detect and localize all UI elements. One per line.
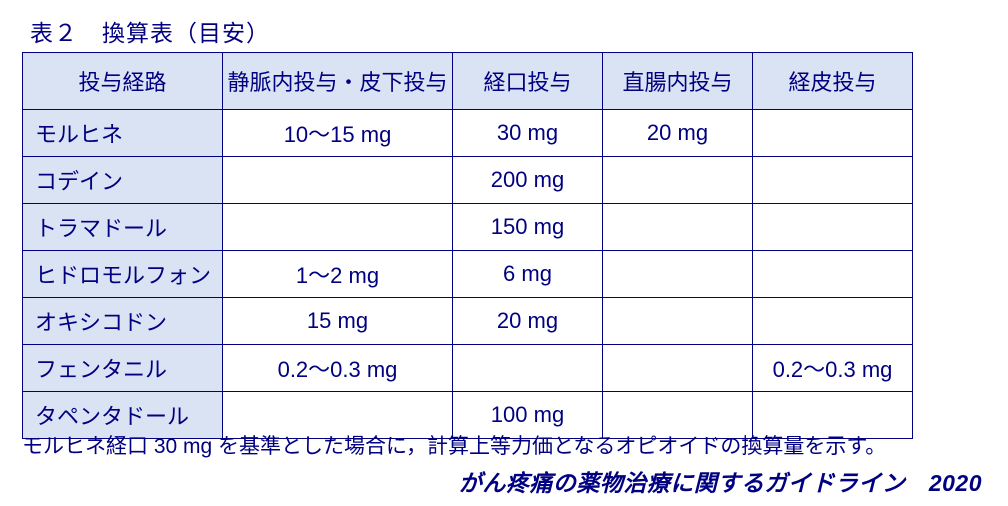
- table-footnote: モルヒネ経口 30 mg を基準とした場合に，計算上等力価となるオピオイドの換算…: [22, 430, 886, 460]
- cell: [603, 345, 753, 392]
- page: 表２ 換算表（目安） 投与経路 静脈内投与・皮下投与 経口投与 直腸内投与 経皮…: [0, 0, 1008, 506]
- table-row: ヒドロモルフォン 1～2 mg 6 mg: [23, 251, 913, 298]
- table-row: オキシコドン 15 mg 20 mg: [23, 298, 913, 345]
- cell: [753, 204, 913, 251]
- cell: [603, 298, 753, 345]
- cell: 6 mg: [453, 251, 603, 298]
- cell: [753, 298, 913, 345]
- col-header-rectal: 直腸内投与: [603, 53, 753, 110]
- table-row: モルヒネ 10～15 mg 30 mg 20 mg: [23, 110, 913, 157]
- row-label: フェンタニル: [23, 345, 223, 392]
- cell: 1～2 mg: [223, 251, 453, 298]
- table-row: フェンタニル 0.2～0.3 mg 0.2～0.3 mg: [23, 345, 913, 392]
- row-label: トラマドール: [23, 204, 223, 251]
- cell: [223, 204, 453, 251]
- cell: [753, 110, 913, 157]
- table-row: トラマドール 150 mg: [23, 204, 913, 251]
- cell: 0.2～0.3 mg: [223, 345, 453, 392]
- cell: [223, 157, 453, 204]
- col-header-iv-sc: 静脈内投与・皮下投与: [223, 53, 453, 110]
- table-title: 表２ 換算表（目安）: [30, 14, 270, 48]
- row-label: オキシコドン: [23, 298, 223, 345]
- source-citation: がん疼痛の薬物治療に関するガイドライン 2020: [459, 464, 982, 498]
- cell: 0.2～0.3 mg: [753, 345, 913, 392]
- col-header-transdermal: 経皮投与: [753, 53, 913, 110]
- table-header-row: 投与経路 静脈内投与・皮下投与 経口投与 直腸内投与 経皮投与: [23, 53, 913, 110]
- cell: [603, 204, 753, 251]
- cell: [453, 345, 603, 392]
- col-header-oral: 経口投与: [453, 53, 603, 110]
- col-header-route: 投与経路: [23, 53, 223, 110]
- cell: [603, 157, 753, 204]
- row-label: モルヒネ: [23, 110, 223, 157]
- cell: 15 mg: [223, 298, 453, 345]
- row-label: ヒドロモルフォン: [23, 251, 223, 298]
- row-label: コデイン: [23, 157, 223, 204]
- cell: [603, 251, 753, 298]
- cell: [753, 251, 913, 298]
- cell: 20 mg: [453, 298, 603, 345]
- cell: [753, 157, 913, 204]
- table-row: コデイン 200 mg: [23, 157, 913, 204]
- cell: 10～15 mg: [223, 110, 453, 157]
- cell: 200 mg: [453, 157, 603, 204]
- cell: 150 mg: [453, 204, 603, 251]
- cell: 20 mg: [603, 110, 753, 157]
- conversion-table: 投与経路 静脈内投与・皮下投与 経口投与 直腸内投与 経皮投与 モルヒネ 10～…: [22, 52, 913, 439]
- cell: 30 mg: [453, 110, 603, 157]
